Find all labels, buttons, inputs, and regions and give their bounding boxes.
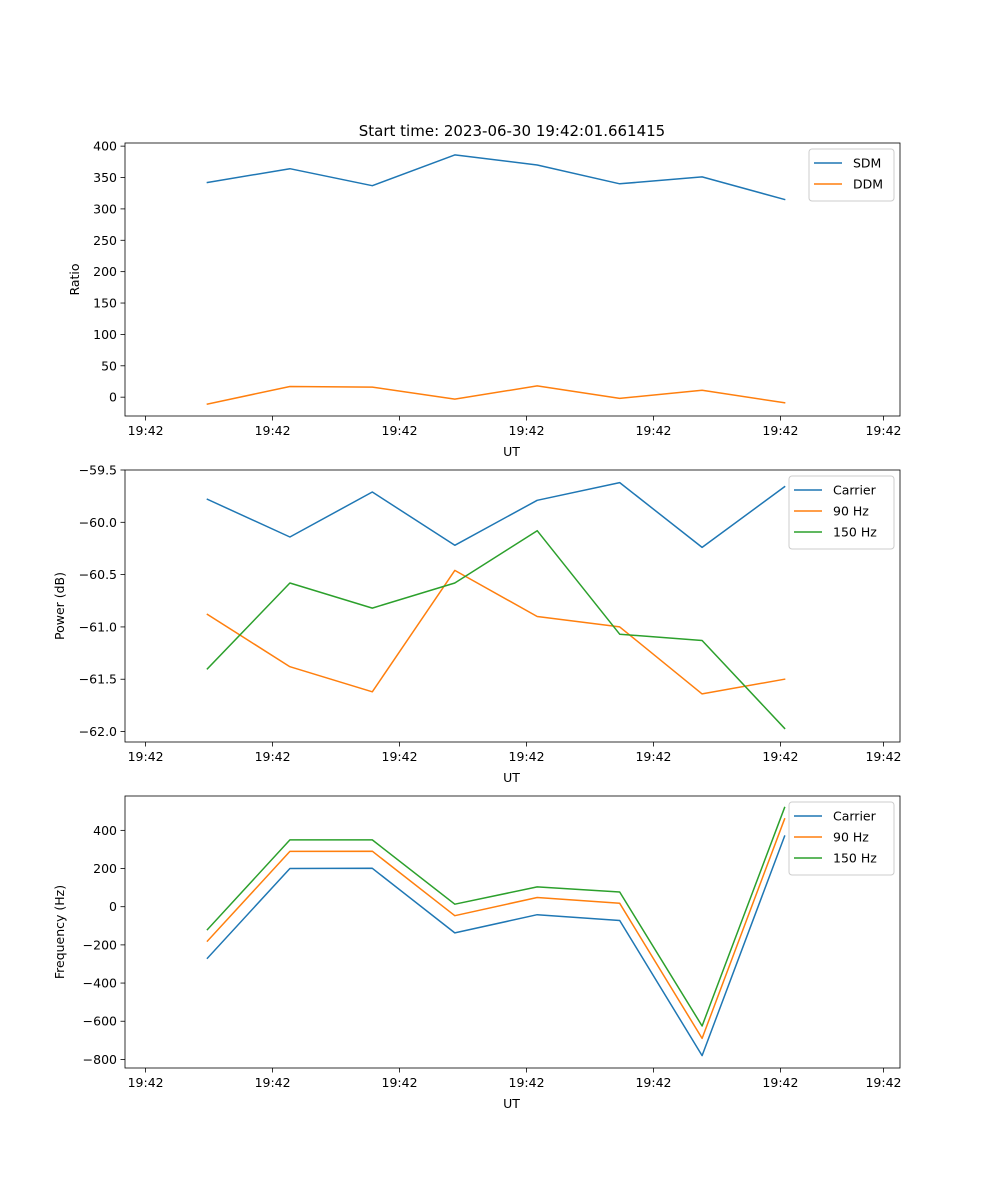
x-tick-label: 19:42 — [382, 1075, 418, 1090]
y-tick-label: −200 — [83, 937, 117, 952]
series-line-0-0 — [206, 154, 786, 201]
legend-label-1: 90 Hz — [833, 830, 869, 845]
legend-box — [788, 475, 895, 550]
plot-frame — [124, 142, 901, 417]
series-line-0-1 — [206, 385, 786, 405]
x-tick-label: 19:42 — [635, 423, 671, 438]
x-axis-label: UT — [503, 770, 520, 785]
x-tick-label: 19:42 — [382, 749, 418, 764]
series-line-2-1 — [206, 817, 786, 1040]
y-axis-label: Power (dB) — [52, 572, 67, 640]
y-tick-label: 400 — [93, 139, 117, 154]
figure-title: Start time: 2023-06-30 19:42:01.661415 — [359, 122, 665, 140]
y-tick-label: −62.0 — [79, 724, 117, 739]
y-tick-label: 250 — [93, 233, 117, 248]
y-tick-label: 150 — [93, 296, 117, 311]
y-tick-label: 100 — [93, 327, 117, 342]
legend-label-1: DDM — [853, 177, 883, 192]
ratio-chart: 19:42 19:42 19:42 19:42 19:42 19:42 19:42 0 50 10… — [67, 139, 902, 459]
y-tick-label: −61.0 — [79, 619, 117, 634]
y-axis-label: Ratio — [67, 263, 82, 295]
y-tick-label: −800 — [83, 1052, 117, 1067]
x-axis-label: UT — [503, 444, 520, 459]
series-line-2-0 — [206, 835, 786, 1057]
x-tick-label: 19:42 — [255, 1075, 291, 1090]
x-tick-label: 19:42 — [762, 749, 798, 764]
x-tick-label: 19:42 — [509, 1075, 545, 1090]
frequency-chart: 19:42 19:42 19:42 19:42 19:42 19:42 19:42 400 20… — [52, 795, 902, 1111]
y-tick-label: 300 — [93, 201, 117, 216]
y-tick-label: −60.5 — [79, 567, 117, 582]
legend-label-2: 150 Hz — [833, 851, 877, 866]
x-tick-label: 19:42 — [635, 749, 671, 764]
x-tick-label: 19:42 — [255, 749, 291, 764]
plot-frame — [124, 795, 901, 1069]
x-tick-label: 19:42 — [509, 423, 545, 438]
legend-box — [808, 148, 895, 202]
x-tick-label: 19:42 — [865, 749, 901, 764]
x-axis-label: UT — [503, 1096, 520, 1111]
x-tick-label: 19:42 — [509, 749, 545, 764]
plot-frame — [124, 469, 901, 743]
y-tick-label: 0 — [109, 899, 117, 914]
legend-label-0: Carrier — [833, 483, 877, 498]
legend-label-0: Carrier — [833, 809, 877, 824]
y-axis-label: Frequency (Hz) — [52, 885, 67, 979]
x-tick-label: 19:42 — [255, 423, 291, 438]
legend-label-0: SDM — [853, 156, 881, 171]
power-chart: 19:42 19:42 19:42 19:42 19:42 19:42 19:42 −59.5… — [52, 463, 902, 786]
series-line-1-0 — [206, 481, 786, 549]
legend-label-2: 150 Hz — [833, 525, 877, 540]
y-tick-label: 0 — [109, 390, 117, 405]
series-line-1-1 — [206, 569, 786, 695]
x-tick-label: 19:42 — [382, 423, 418, 438]
legend-box — [788, 801, 895, 876]
y-tick-label: −60.0 — [79, 515, 117, 530]
y-tick-label: −400 — [83, 976, 117, 991]
x-tick-label: 19:42 — [635, 1075, 671, 1090]
x-tick-label: 19:42 — [128, 749, 164, 764]
y-tick-label: 50 — [101, 358, 117, 373]
y-tick-label: −59.5 — [79, 463, 117, 478]
x-tick-label: 19:42 — [762, 1075, 798, 1090]
x-tick-label: 19:42 — [128, 1075, 164, 1090]
x-tick-label: 19:42 — [128, 423, 164, 438]
x-tick-label: 19:42 — [865, 1075, 901, 1090]
y-tick-label: 350 — [93, 170, 117, 185]
y-tick-label: −600 — [83, 1014, 117, 1029]
y-tick-label: 400 — [93, 823, 117, 838]
series-line-2-2 — [206, 806, 786, 1027]
x-tick-label: 19:42 — [865, 423, 901, 438]
legend-label-1: 90 Hz — [833, 504, 869, 519]
y-tick-label: 200 — [93, 264, 117, 279]
y-tick-label: −61.5 — [79, 672, 117, 687]
y-tick-label: 200 — [93, 861, 117, 876]
x-tick-label: 19:42 — [762, 423, 798, 438]
series-line-1-2 — [206, 529, 786, 730]
